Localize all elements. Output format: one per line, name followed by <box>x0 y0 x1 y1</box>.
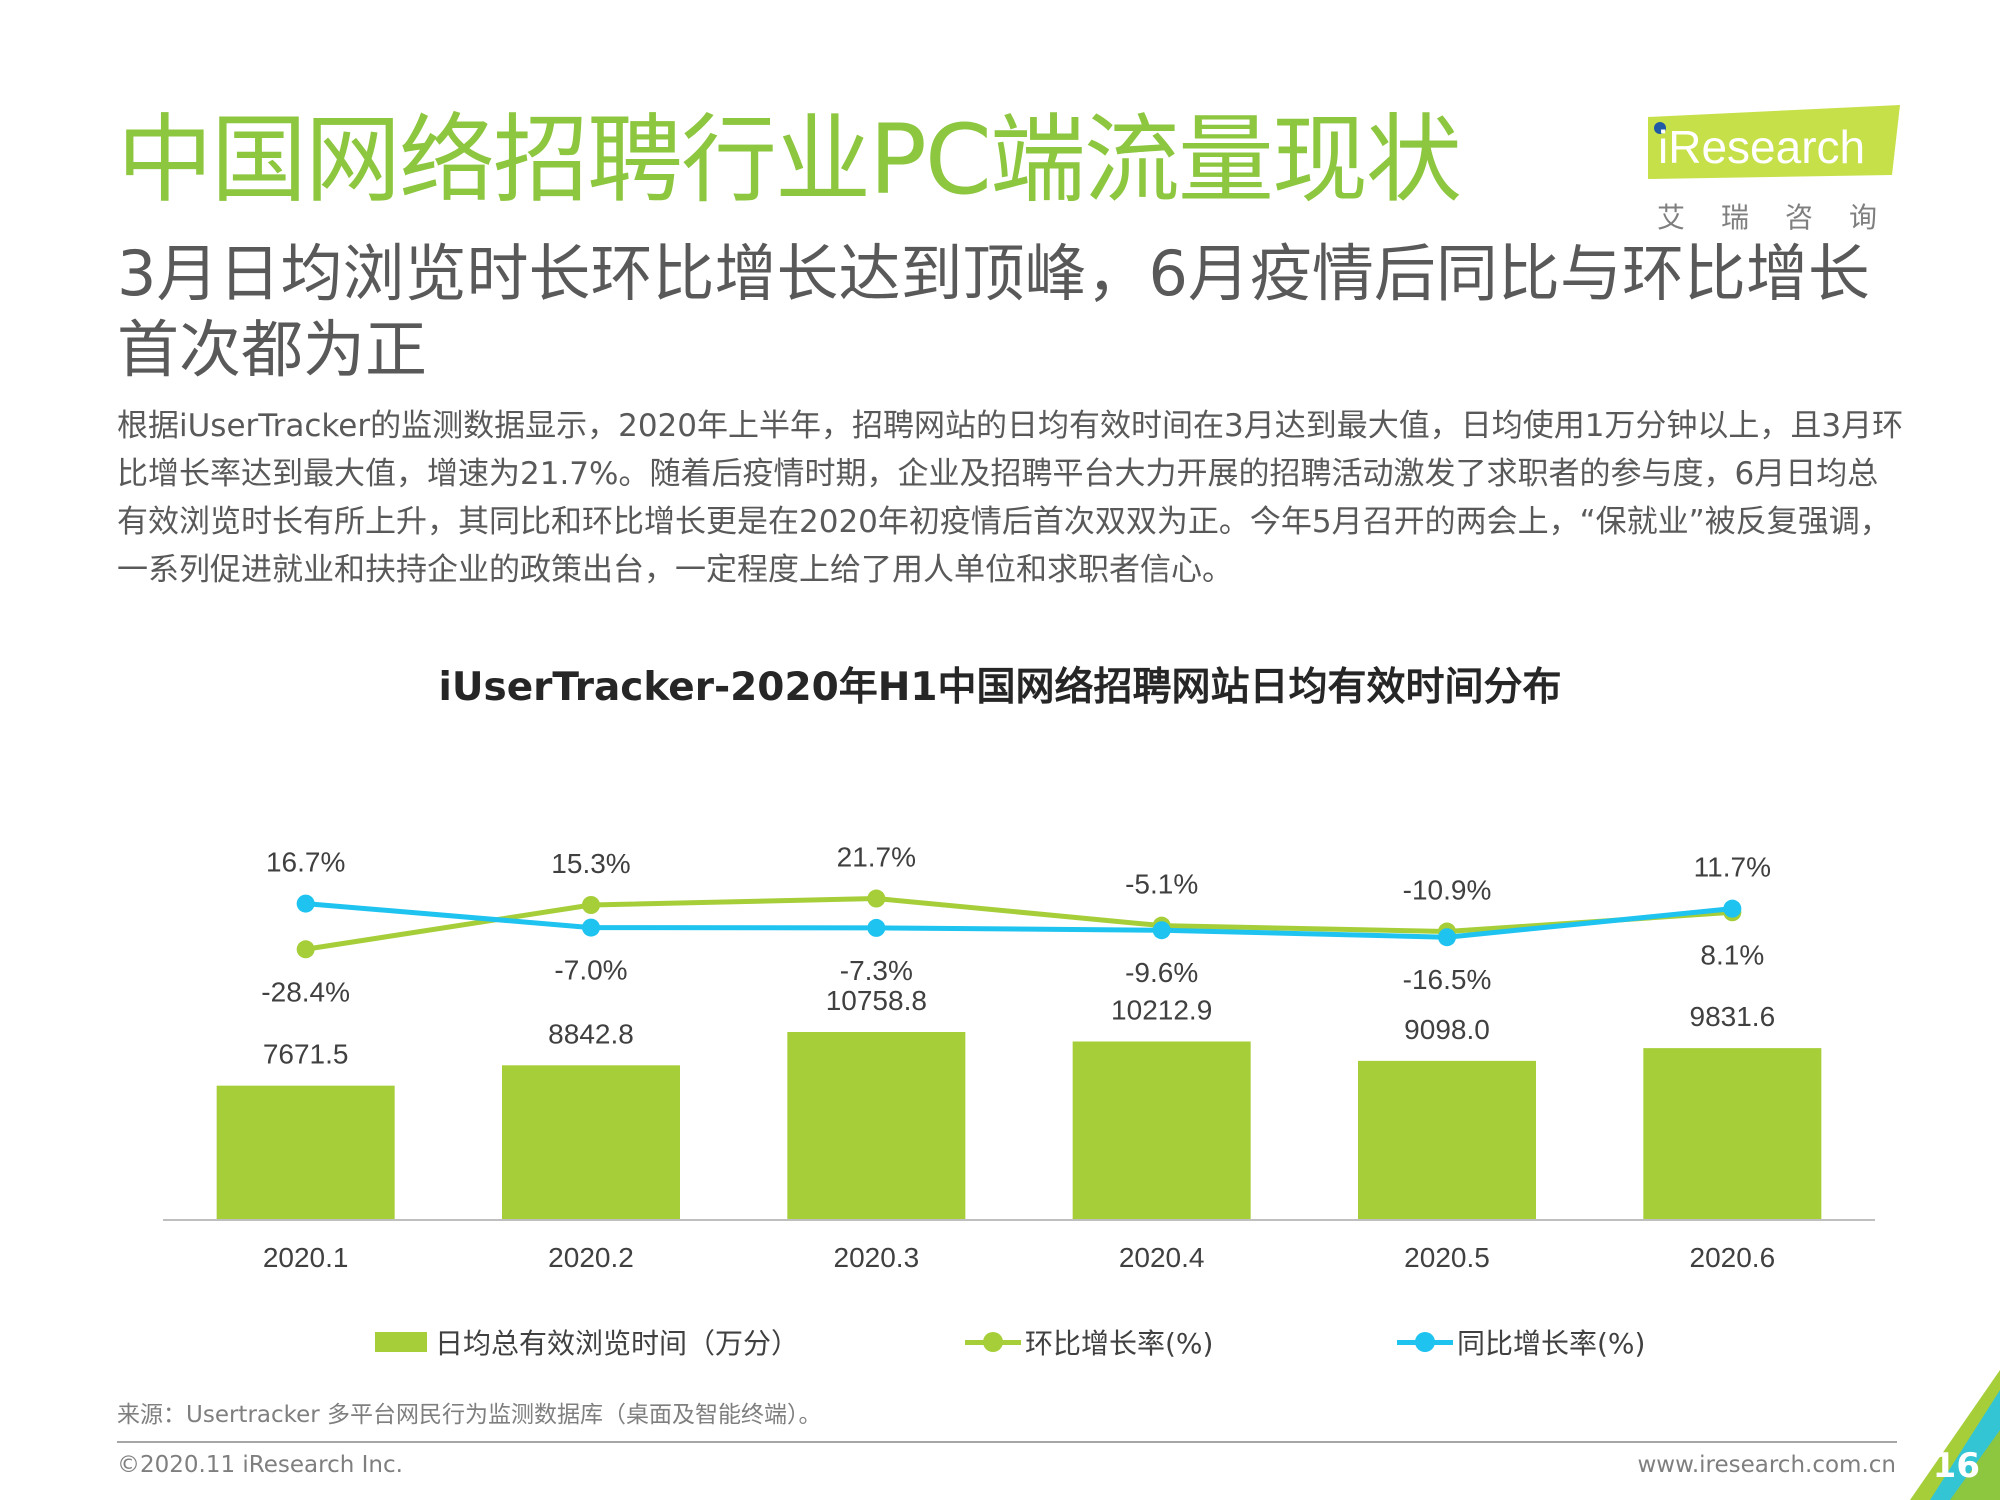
bar-value-label: 10758.8 <box>826 985 927 1016</box>
line-value-label: -28.4% <box>261 976 350 1007</box>
line-point <box>1153 921 1171 939</box>
line-value-label: 21.7% <box>837 842 916 873</box>
line-point <box>582 919 600 937</box>
bar-value-label: 10212.9 <box>1111 994 1212 1025</box>
x-tick-label: 2020.2 <box>548 1242 634 1273</box>
svg-text:iResearch: iResearch <box>1658 121 1865 173</box>
legend-label: 环比增长率(%) <box>1025 1322 1213 1362</box>
legend-item-mom: 环比增长率(%) <box>965 1322 1213 1362</box>
x-tick-label: 2020.4 <box>1119 1242 1205 1273</box>
line-point <box>297 895 315 913</box>
page-subtitle: 3月日均浏览时长环比增长达到顶峰，6月疫情后同比与环比增长首次都为正 <box>117 236 1897 388</box>
line-point <box>867 890 885 908</box>
legend-item-bar: 日均总有效浏览时间（万分） <box>375 1322 799 1362</box>
bar <box>502 1065 680 1219</box>
footer-divider <box>117 1441 1897 1443</box>
page-number: 16 <box>1933 1446 1980 1486</box>
line-value-label: -10.9% <box>1403 875 1492 906</box>
line-value-label: 8.1% <box>1700 939 1764 970</box>
line-point <box>867 919 885 937</box>
combo-chart: 7671.5 8842.8 10758.8 10212.9 9098.0 9831.6 20… <box>0 740 2000 1320</box>
logo-subtitle: 艾瑞咨询 <box>1657 196 1913 236</box>
line-value-label: 16.7% <box>266 847 345 878</box>
bar <box>1073 1041 1251 1219</box>
legend-line-swatch <box>965 1332 1021 1352</box>
line-value-label: 15.3% <box>551 848 630 879</box>
body-paragraph: 根据iUserTracker的监测数据显示，2020年上半年，招聘网站的日均有效… <box>117 402 1907 594</box>
yoy-growth-line <box>306 904 1733 938</box>
legend-label: 日均总有效浏览时间（万分） <box>435 1322 799 1362</box>
copyright: ©2020.11 iResearch Inc. <box>117 1452 403 1478</box>
line-point <box>582 896 600 914</box>
bar-value-label: 9831.6 <box>1690 1001 1776 1032</box>
legend-item-yoy: 同比增长率(%) <box>1397 1322 1645 1362</box>
bar-value-label: 7671.5 <box>263 1039 349 1070</box>
x-tick-label: 2020.6 <box>1690 1242 1776 1273</box>
chart-title: iUserTracker-2020年H1中国网络招聘网站日均有效时间分布 <box>0 656 2000 712</box>
line-value-label: -7.3% <box>840 955 913 986</box>
legend-bar-swatch <box>375 1332 427 1352</box>
legend-label: 同比增长率(%) <box>1457 1322 1645 1362</box>
line-value-label: 11.7% <box>1694 852 1771 883</box>
line-value-label: -16.5% <box>1403 964 1492 995</box>
bar <box>1643 1048 1821 1219</box>
line-value-label: -5.1% <box>1125 869 1198 900</box>
chart-legend: 日均总有效浏览时间（万分） 环比增长率(%) 同比增长率(%) <box>0 1322 2000 1372</box>
bar <box>217 1086 395 1219</box>
source-note: 来源：Usertracker 多平台网民行为监测数据库（桌面及智能终端）。 <box>117 1395 822 1429</box>
bar <box>1358 1061 1536 1219</box>
page-title: 中国网络招聘行业PC端流量现状 <box>117 108 1460 214</box>
line-point <box>1438 928 1456 946</box>
x-tick-label: 2020.3 <box>834 1242 920 1273</box>
line-value-label: -9.6% <box>1125 957 1198 988</box>
x-tick-label: 2020.5 <box>1404 1242 1490 1273</box>
bar-value-label: 9098.0 <box>1404 1014 1490 1045</box>
line-value-label: -7.0% <box>554 955 627 986</box>
bar <box>787 1032 965 1219</box>
website-url: www.iresearch.com.cn <box>1638 1452 1897 1478</box>
legend-line-swatch <box>1397 1332 1453 1352</box>
bar-value-label: 8842.8 <box>548 1018 634 1049</box>
line-point <box>1723 900 1741 918</box>
x-tick-label: 2020.1 <box>263 1242 349 1273</box>
line-point <box>297 940 315 958</box>
